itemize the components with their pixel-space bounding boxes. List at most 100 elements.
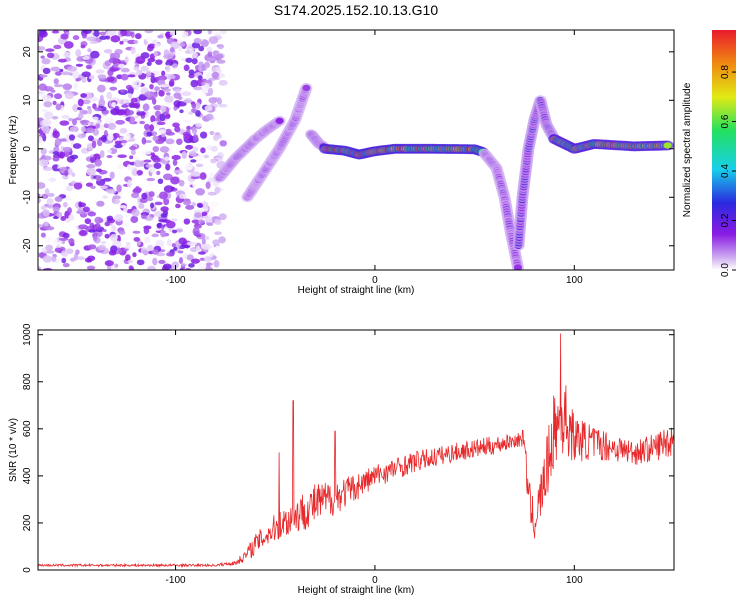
spectrogram-noise-blob (161, 70, 166, 77)
spectrogram-noise-blob (199, 131, 208, 139)
spectrogram-noise-blob (44, 111, 54, 120)
spectrogram-noise-blob (60, 250, 69, 257)
spectrogram-noise-blob (106, 215, 114, 221)
spectrogram-noise-blob (141, 150, 152, 155)
spectrogram-noise-blob (152, 135, 160, 142)
spectrogram-noise-blob (93, 107, 103, 112)
spectrogram-noise-blob (104, 221, 110, 227)
snr-y-tick-label: 600 (22, 420, 33, 437)
spectrogram-noise-blob (61, 71, 71, 76)
spectrogram-noise-blob (79, 120, 87, 124)
spectrogram-noise-blob (205, 79, 213, 84)
spectrogram-noise-blob (123, 245, 131, 249)
spectrogram-noise-blob (73, 82, 79, 90)
spectrogram-noise-blob (86, 36, 97, 42)
spectrogram-noise-blob (38, 30, 48, 38)
spectrogram-ridge-core (663, 142, 672, 149)
spectrogram-noise-blob (151, 97, 157, 105)
spectrogram-noise-blob (124, 254, 131, 262)
spectrogram-noise-blob (59, 120, 70, 126)
spectrogram-noise-blob (209, 130, 215, 136)
spectrogram-noise-blob (146, 196, 154, 202)
spectrogram-noise-blob (142, 249, 149, 256)
spectrogram-noise-blob (127, 179, 133, 188)
spectrogram-noise-blob (53, 146, 60, 152)
spectrogram-noise-blob (53, 93, 63, 100)
spectrogram-noise-blob (49, 127, 54, 134)
spectrogram-noise-blob (80, 49, 86, 54)
spectrogram-y-tick-label: -20 (22, 238, 33, 253)
spectrogram-noise-blob (72, 104, 79, 113)
spectrogram-noise-blob (81, 99, 91, 105)
spectrogram-noise-blob (143, 159, 152, 163)
spectrogram-noise-blob (156, 170, 161, 176)
spectrogram-noise-blob (152, 257, 158, 266)
spectrogram-noise-blob (207, 57, 218, 62)
spectrogram-noise-blob (177, 39, 184, 43)
spectrogram-noise-blob (150, 115, 156, 123)
spectrogram-noise-blob (86, 163, 96, 169)
spectrogram-noise-blob (149, 124, 155, 132)
spectrogram-noise-blob (183, 218, 191, 225)
spectrogram-noise-blob (193, 86, 203, 91)
spectrogram-noise-blob (164, 156, 170, 161)
spectrogram-noise-blob (52, 151, 60, 155)
spectrogram-noise-blob (218, 236, 226, 244)
spectrogram-noise-blob (169, 79, 175, 87)
spectrogram-noise-blob (125, 241, 131, 246)
spectrogram-noise-blob (190, 175, 201, 180)
colorbar-axis: 0.0 0.2 0.4 0.6 0.8 (720, 65, 736, 277)
spectrogram-noise-blob (197, 75, 203, 80)
spectrogram-noise-blob (181, 151, 187, 158)
spectrogram-noise-blob (160, 105, 167, 113)
spectrogram-noise-blob (89, 121, 94, 126)
spectrogram-noise-blob (166, 252, 175, 257)
spectrogram-noise-blob (175, 203, 181, 209)
spectrogram-noise-blob (92, 116, 99, 121)
snr-y-tick-label: 0 (22, 567, 33, 573)
spectrogram-noise-blob (96, 119, 102, 124)
spectrogram-noise-blob (41, 108, 48, 113)
spectrogram-noise-blob (121, 222, 131, 227)
spectrogram-noise-blob (110, 35, 121, 43)
spectrogram-noise-blob (158, 129, 167, 134)
spectrogram-noise-blob (62, 263, 70, 268)
spectrogram-noise-blob (107, 133, 114, 141)
spectrogram-noise-blob (45, 250, 55, 254)
spectrogram-noise-blob (213, 134, 219, 141)
spectrogram-noise-blob (38, 159, 49, 167)
spectrogram-noise-blob (115, 119, 126, 125)
snr-frame (37, 329, 675, 571)
spectrogram-noise-blob (76, 210, 86, 215)
spectrogram-noise-blob (70, 257, 76, 262)
spectrogram-noise-blob (174, 126, 181, 133)
spectrogram-noise-blob (94, 223, 101, 230)
spectrogram-noise-blob (171, 229, 178, 234)
spectrogram-noise-blob (40, 147, 47, 155)
spectrogram-noise-blob (203, 154, 210, 159)
spectrogram-noise-blob (176, 101, 187, 107)
spectrogram-noise-blob (123, 206, 128, 213)
spectrogram-noise-blob (65, 185, 73, 192)
spectrogram-noise-blob (53, 44, 62, 50)
spectrogram-noise-blob (204, 82, 210, 89)
spectrogram-noise-blob (195, 188, 205, 196)
spectrogram-noise-blob (85, 182, 93, 187)
spectrogram-noise-blob (97, 74, 107, 80)
spectrogram-noise-blob (133, 160, 143, 168)
spectrogram-noise-blob (109, 233, 118, 242)
spectrogram-noise-blob (170, 218, 178, 222)
spectrogram-ridge-core (302, 84, 311, 92)
spectrogram-noise-blob (139, 120, 146, 125)
spectrogram-noise-blob (201, 243, 212, 250)
spectrogram-noise-blob (209, 171, 214, 180)
spectrogram-noise-blob (166, 238, 172, 247)
spectrogram-noise-blob (127, 259, 134, 264)
spectrogram-noise-blob (155, 239, 165, 248)
spectrogram-noise-blob (50, 66, 61, 72)
spectrogram-noise-blob (191, 102, 197, 109)
spectrogram-noise-blob (63, 51, 71, 59)
spectrogram-noise-blob (188, 69, 195, 76)
spectrogram-noise-blob (191, 126, 198, 135)
spectrogram-noise-blob (114, 140, 122, 145)
